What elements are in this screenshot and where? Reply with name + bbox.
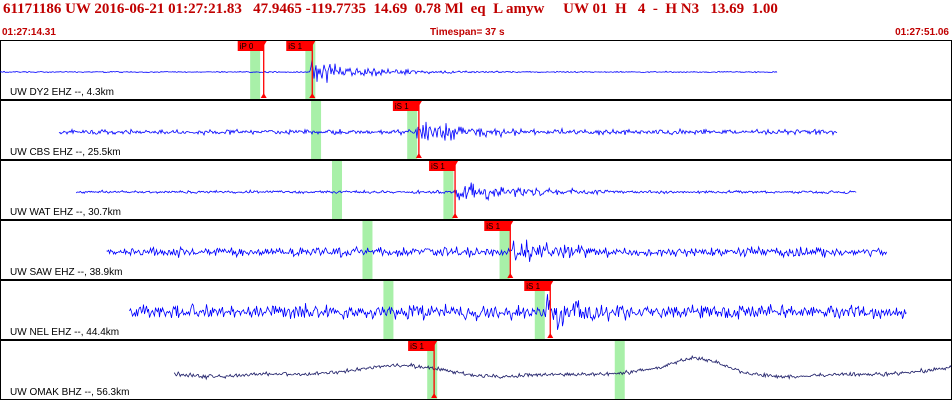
pick-label: iS 1	[395, 102, 409, 111]
pick-label: iS 1	[526, 282, 540, 291]
trace-panel[interactable]: iS 1 UW NEL EHZ --, 44.4km	[0, 280, 952, 340]
pick-flag[interactable]	[484, 221, 511, 231]
pick-arrow-bottom	[507, 273, 514, 278]
pick-window	[407, 101, 418, 159]
waveform-trace	[106, 239, 887, 262]
pick-window	[250, 41, 261, 99]
pick-arrow-bottom	[260, 93, 267, 98]
pick-arrow-bottom	[415, 153, 422, 158]
pick-label: iS 1	[410, 342, 424, 351]
pick-arrow-bottom	[309, 93, 316, 98]
pick-arrow-top	[260, 41, 267, 46]
trace-panel[interactable]: iS 1 UW WAT EHZ --, 30.7km	[0, 160, 952, 220]
end-time: 01:27:51.06	[895, 27, 949, 38]
start-time: 01:27:14.31	[2, 27, 56, 38]
time-axis-row: 01:27:14.31 Timespan= 37 s 01:27:51.06	[0, 27, 952, 39]
panel-frame	[0, 160, 952, 220]
waveform-trace	[75, 182, 857, 202]
pick-flag[interactable]	[237, 41, 264, 51]
pick-flag[interactable]	[286, 41, 313, 51]
pick-arrow-top	[309, 41, 316, 46]
panel-frame	[0, 100, 952, 160]
trace-panel[interactable]: iS 1 UW CBS EHZ --, 25.5km	[0, 100, 952, 160]
pick-window	[332, 161, 343, 219]
trace-station-label: UW WAT EHZ --, 30.7km	[10, 207, 121, 218]
trace-station-label: UW DY2 EHZ --, 4.3km	[10, 87, 114, 98]
pick-arrow-bottom	[431, 393, 438, 398]
trace-station-label: UW OMAK BHZ --, 56.3km	[10, 387, 129, 398]
pick-window	[614, 341, 625, 399]
pick-arrow-top	[431, 341, 438, 346]
pick-arrow-top	[452, 161, 459, 166]
timespan-label: Timespan= 37 s	[430, 27, 505, 38]
waveform-trace	[173, 355, 952, 381]
pick-arrow-bottom	[547, 333, 554, 338]
panel-frame	[0, 40, 952, 100]
pick-arrow-bottom	[452, 213, 459, 218]
pick-label: iP 0	[240, 42, 254, 51]
pick-window	[427, 341, 438, 399]
event-summary: 61171186 UW 2016-06-21 01:27:21.83 47.94…	[3, 1, 778, 17]
panel-frame	[0, 280, 952, 340]
pick-arrow-top	[547, 281, 554, 286]
event-header: 61171186 UW 2016-06-21 01:27:21.83 47.94…	[0, 0, 952, 20]
pick-arrow-top	[507, 221, 514, 226]
pick-flag[interactable]	[429, 161, 456, 171]
pick-label: iS 1	[288, 42, 302, 51]
pick-flag[interactable]	[524, 281, 551, 291]
trace-panel[interactable]: iS 1 UW OMAK BHZ --, 56.3km	[0, 340, 952, 400]
pick-window	[443, 161, 454, 219]
pick-flag[interactable]	[392, 101, 419, 111]
pick-window	[499, 221, 510, 279]
pick-window	[311, 101, 322, 159]
pick-label: iS 1	[431, 162, 445, 171]
waveform-trace	[58, 121, 838, 141]
waveform-trace	[0, 59, 778, 83]
panel-frame	[0, 340, 952, 400]
waveform-panels[interactable]: iP 0 iS 1 UW DY2 EHZ --, 4.3km iS 1 UW CBS E…	[0, 40, 952, 400]
pick-label: iS 1	[486, 222, 500, 231]
trace-station-label: UW SAW EHZ --, 38.9km	[10, 267, 122, 278]
pick-arrow-top	[415, 101, 422, 106]
pick-flag[interactable]	[408, 341, 435, 351]
trace-panel[interactable]: iP 0 iS 1 UW DY2 EHZ --, 4.3km	[0, 40, 952, 100]
trace-station-label: UW CBS EHZ --, 25.5km	[10, 147, 121, 158]
trace-station-label: UW NEL EHZ --, 44.4km	[10, 327, 119, 338]
waveform-trace	[129, 294, 907, 330]
trace-panel[interactable]: iS 1 UW SAW EHZ --, 38.9km	[0, 220, 952, 280]
